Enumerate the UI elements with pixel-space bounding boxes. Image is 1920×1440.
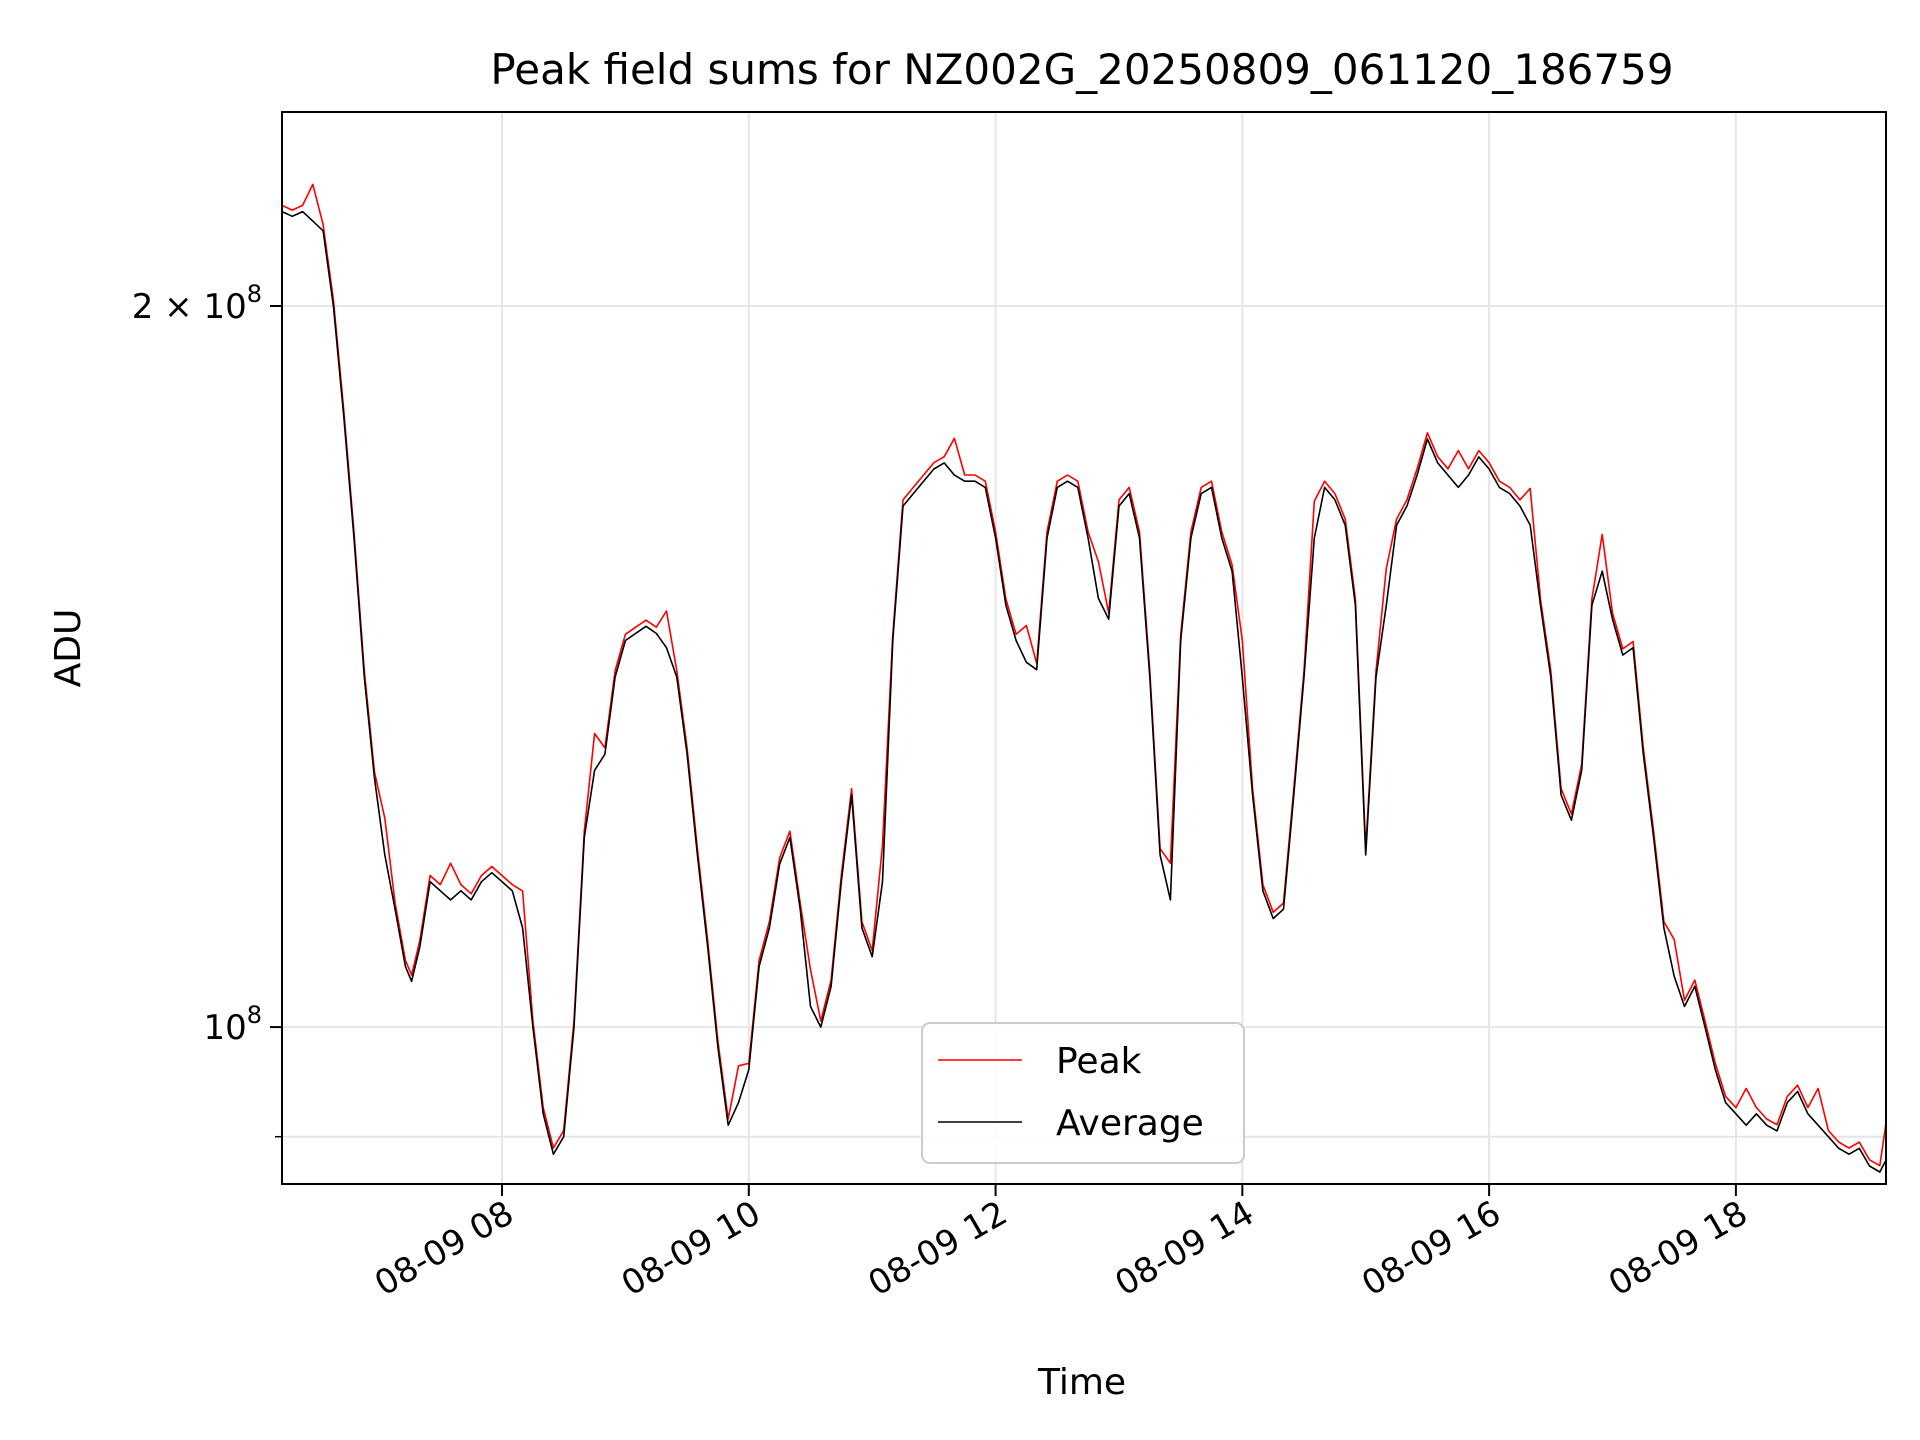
x-axis-label: Time xyxy=(1037,1362,1126,1403)
legend-box xyxy=(921,1022,1245,1164)
plot-area xyxy=(282,183,1886,1173)
y-tick-label: 2 × 108 xyxy=(132,280,262,327)
legend: Peak Average xyxy=(921,1022,1245,1164)
series-line-average xyxy=(282,210,1886,1173)
y-axis-label: ADU xyxy=(48,609,89,688)
chart-title: Peak field sums for NZ002G_20250809_0611… xyxy=(490,45,1673,94)
y-tick-label: 108 xyxy=(203,1001,262,1048)
legend-peak-label: Peak xyxy=(1056,1041,1142,1082)
series-lines xyxy=(282,183,1886,1173)
series-line-peak xyxy=(282,183,1886,1167)
legend-average-label: Average xyxy=(1056,1103,1204,1144)
plot-frame xyxy=(281,111,1887,1185)
y-axis-ticks: 108 2 × 108 xyxy=(132,280,282,1138)
